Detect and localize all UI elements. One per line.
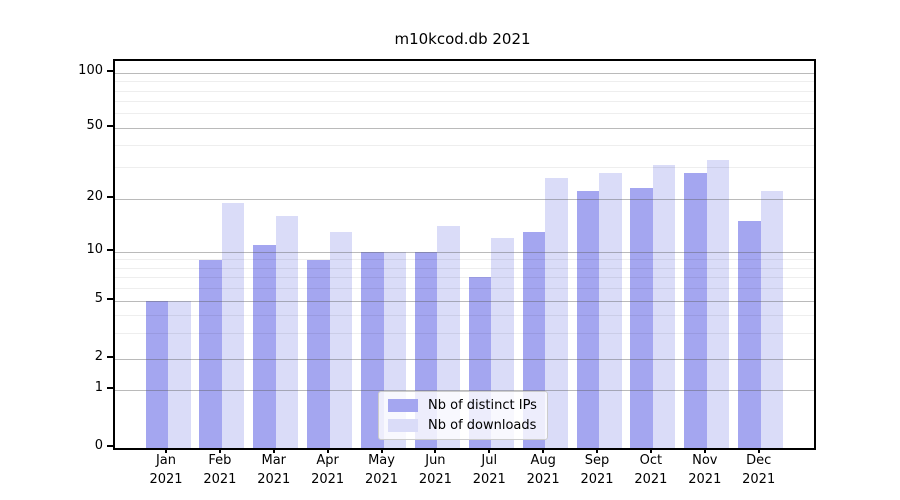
bar-nb-of-downloads-feb [221,202,245,448]
bar-nb-of-distinct-ips-mar [253,244,276,448]
ytick-label-10: 10 [86,242,103,257]
bar-nb-of-distinct-ips-sep [576,191,600,448]
xtick-label-feb: Feb 2021 [203,453,237,487]
bar-nb-of-distinct-ips-feb [199,259,222,448]
legend: Nb of distinct IPs Nb of downloads [378,391,548,440]
bar-nb-of-downloads-nov [706,160,730,448]
xtick-label-apr: Apr 2021 [311,453,345,487]
ytick-mark-2 [107,355,113,358]
xtick-mark-aug [542,448,545,453]
bar-nb-of-downloads-sep [599,172,622,448]
ytick-label-1: 1 [94,380,103,395]
xtick-label-jan: Jan 2021 [149,453,183,487]
ytick-label-20: 20 [86,188,103,204]
bar-nb-of-distinct-ips-dec [738,220,761,448]
ytick-mark-1 [107,387,113,389]
xtick-label-nov: Nov 2021 [688,453,722,487]
bar-nb-of-distinct-ips-jan [145,301,168,448]
xtick-mark-jun [434,448,437,453]
bar-nb-of-downloads-jan [168,301,191,448]
bar-nb-of-downloads-dec [760,191,784,448]
ytick-mark-50 [107,125,113,127]
xtick-mark-apr [326,448,329,453]
bar-nb-of-distinct-ips-may [361,252,384,448]
xtick-mark-jul [488,448,491,453]
ytick-label-0: 0 [94,438,103,453]
ytick-mark-10 [107,249,113,251]
xtick-label-aug: Aug 2021 [526,453,560,487]
xtick-mark-dec [757,448,760,453]
xtick-label-mar: Mar 2021 [257,453,291,487]
xtick-mark-nov [703,448,706,453]
xtick-mark-jan [165,448,167,453]
xtick-label-may: May 2021 [364,453,399,487]
legend-label-distinct-ips: Nb of distinct IPs [428,398,537,413]
ytick-mark-20 [107,195,113,198]
xtick-label-jun: Jun 2021 [418,453,452,487]
legend-swatch-downloads [388,419,418,432]
xtick-mark-oct [649,448,652,453]
ytick-label-2: 2 [94,348,103,364]
legend-swatch-distinct-ips [388,399,418,412]
ytick-mark-5 [107,298,113,301]
ytick-label-5: 5 [94,291,103,307]
bar-nb-of-downloads-aug [545,178,568,448]
bar-nb-of-downloads-oct [652,164,676,448]
xtick-mark-feb [218,448,221,453]
xtick-label-dec: Dec 2021 [742,453,776,487]
bar-nb-of-downloads-mar [275,215,299,448]
chart-title: m10kcod.db 2021 [394,30,531,48]
legend-label-downloads: Nb of downloads [428,418,537,433]
ytick-label-50: 50 [86,118,103,133]
ytick-mark-0 [107,445,113,447]
xtick-mark-may [380,448,383,453]
legend-item-downloads: Nb of downloads [388,418,537,433]
xtick-label-jul: Jul 2021 [472,453,506,487]
plot-area: Nb of distinct IPs Nb of downloads [113,59,816,450]
bar-nb-of-distinct-ips-apr [307,259,330,448]
xtick-mark-mar [272,448,275,453]
legend-item-distinct-ips: Nb of distinct IPs [388,398,537,413]
xtick-label-sep: Sep 2021 [580,453,614,487]
ytick-mark-100 [107,69,113,72]
ytick-label-100: 100 [78,62,103,78]
bars-layer [115,61,814,448]
bar-nb-of-distinct-ips-nov [684,172,707,448]
xtick-label-oct: Oct 2021 [634,453,668,487]
xtick-mark-sep [596,448,599,453]
bar-nb-of-downloads-apr [329,231,353,448]
bar-nb-of-distinct-ips-oct [630,187,653,448]
